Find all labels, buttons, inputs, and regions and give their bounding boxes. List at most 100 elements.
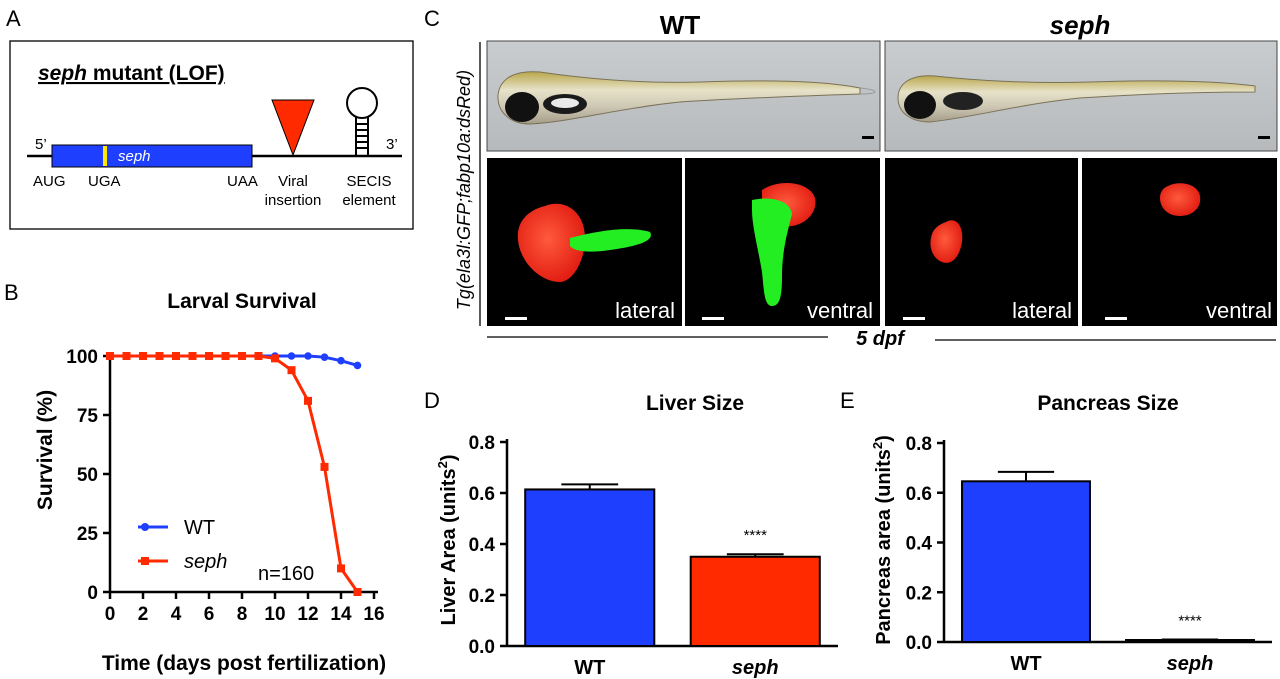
pancreas-ylabel-sup: 2 (870, 442, 885, 449)
survival-legend: WT seph (138, 517, 227, 573)
survival-title: Larval Survival (167, 290, 316, 313)
survival-point-WT (320, 353, 329, 361)
liver-y-tick-label: 0.8 (469, 433, 495, 454)
viral-label-line2: insertion (265, 192, 322, 209)
survival-point-seph (254, 352, 263, 360)
gene-label: seph (118, 148, 151, 165)
pancreas-x-tick-label: WT (1010, 653, 1041, 675)
legend-wt-marker (141, 523, 149, 531)
transgenic-line-label: Tg(ela3l:GFP;fabp10a:dsRed) (454, 70, 474, 310)
panel-label-a: A (6, 6, 21, 31)
legend-wt-label: WT (184, 517, 215, 539)
pancreas-ylabel: Pancreas area (units2) (870, 435, 895, 645)
brightfield-wt (486, 40, 881, 152)
pancreas-ylabel-main: Pancreas area (units (873, 449, 895, 645)
fluor-seph-ventral: ventral (1082, 158, 1277, 326)
survival-point-seph (106, 352, 114, 360)
panel-a-schematic: seph mutant (LOF) seph 5’ 3’ AUG UGA UAA… (9, 40, 414, 230)
survival-point-seph (122, 352, 131, 360)
survival-x-tick-label: 14 (330, 604, 352, 625)
liver-y-tick-label: 0.6 (469, 484, 495, 505)
survival-xlabel: Time (days post fertilization) (102, 652, 386, 675)
survival-y-tick-label: 25 (77, 524, 99, 545)
fluor-label-3: lateral (1012, 298, 1072, 323)
uga-label: UGA (88, 173, 121, 190)
pancreas-bar-WT (961, 480, 1091, 643)
liver-y-tick-label: 0.2 (469, 586, 495, 607)
survival-point-seph (287, 366, 296, 375)
survival-point-seph (139, 352, 147, 360)
schematic-title-gene: seph (38, 62, 87, 85)
survival-x-tick-label: 0 (105, 604, 116, 625)
survival-point-seph (304, 396, 312, 405)
schematic-title: seph mutant (LOF) (38, 62, 225, 85)
survival-point-seph (353, 588, 362, 596)
pancreas-plot-area: 0.0 0.2 0.4 0.6 0.8 WT seph **** (906, 434, 1272, 675)
secis-label-line1: SECIS (346, 173, 391, 190)
survival-point-WT (304, 352, 312, 360)
dpf-label: 5 dpf (856, 328, 906, 350)
col-header-wt: WT (660, 10, 701, 40)
survival-x-tick-label: 12 (297, 604, 318, 625)
liver-ylabel-end: ) (438, 455, 460, 462)
brightfield-seph (884, 40, 1278, 152)
col-header-seph: seph (1050, 10, 1111, 40)
survival-x-tick-label: 4 (171, 604, 182, 625)
fluor-label-2: ventral (807, 298, 873, 323)
panel-label-c: C (424, 6, 440, 31)
fluor-wt-lateral: lateral (487, 158, 682, 326)
panel-label-b: B (4, 280, 19, 305)
uga-marker (103, 146, 107, 166)
panel-label-e: E (840, 388, 855, 413)
survival-annotation: n=160 (258, 563, 314, 585)
five-prime-label: 5’ (35, 136, 47, 153)
survival-series-line-seph (110, 354, 359, 593)
pancreas-y-tick-label: 0.6 (906, 484, 932, 505)
liver-y-tick-label: 0.4 (469, 535, 496, 556)
survival-point-seph (320, 462, 329, 471)
survival-point-seph (188, 352, 197, 360)
liver-plot-area: 0.0 0.2 0.4 0.6 0.8 WT seph **** (469, 433, 838, 679)
survival-point-seph (271, 354, 279, 363)
viral-label-line1: Viral (278, 173, 308, 190)
survival-point-seph (238, 352, 246, 360)
survival-point-WT (337, 356, 345, 365)
liver-ylabel-main: Liver Area (units (438, 468, 460, 625)
survival-point-seph (205, 352, 213, 360)
fluor-seph-lateral: lateral (885, 158, 1078, 326)
survival-x-tick-label: 10 (264, 604, 285, 625)
uaa-label: UAA (227, 173, 258, 190)
fluor-wt-ventral: ventral (685, 158, 880, 326)
liver-significance: **** (744, 527, 768, 544)
survival-y-tick-label: 50 (77, 465, 98, 486)
survival-x-tick-label: 2 (138, 604, 149, 625)
liver-ylabel: Liver Area (units2) (435, 455, 460, 626)
fluor-label-1: lateral (615, 298, 675, 323)
survival-x-tick-label: 16 (363, 604, 384, 625)
survival-plot-area: 0 25 50 75 100 0 2 4 6 8 10 12 14 16 (66, 347, 384, 625)
aug-label: AUG (33, 173, 66, 190)
survival-x-tick-label: 8 (237, 604, 248, 625)
pancreas-title: Pancreas Size (1037, 392, 1178, 415)
pancreas-ylabel-end: ) (873, 435, 895, 442)
fluor-label-4: ventral (1206, 298, 1272, 323)
survival-point-WT (287, 352, 296, 360)
legend-seph-label: seph (184, 551, 227, 573)
pancreas-y-tick-label: 0.2 (906, 583, 932, 604)
three-prime-label: 3’ (386, 136, 398, 153)
survival-y-tick-label: 100 (66, 347, 98, 368)
liver-bar-WT (524, 488, 656, 647)
secis-stem-loop (346, 87, 378, 155)
gene-coding-region (51, 144, 253, 168)
survival-point-WT (353, 361, 362, 370)
schematic-frame (9, 40, 414, 230)
viral-insertion-triangle (271, 99, 315, 157)
survival-x-tick-label: 6 (204, 604, 215, 625)
schematic-title-rest: mutant (LOF) (87, 62, 225, 85)
survival-y-tick-label: 75 (77, 406, 99, 427)
survival-ylabel: Survival (%) (34, 390, 57, 510)
liver-x-tick-label: WT (574, 657, 605, 679)
legend-seph-marker (141, 557, 149, 565)
liver-bar-seph (689, 555, 821, 647)
